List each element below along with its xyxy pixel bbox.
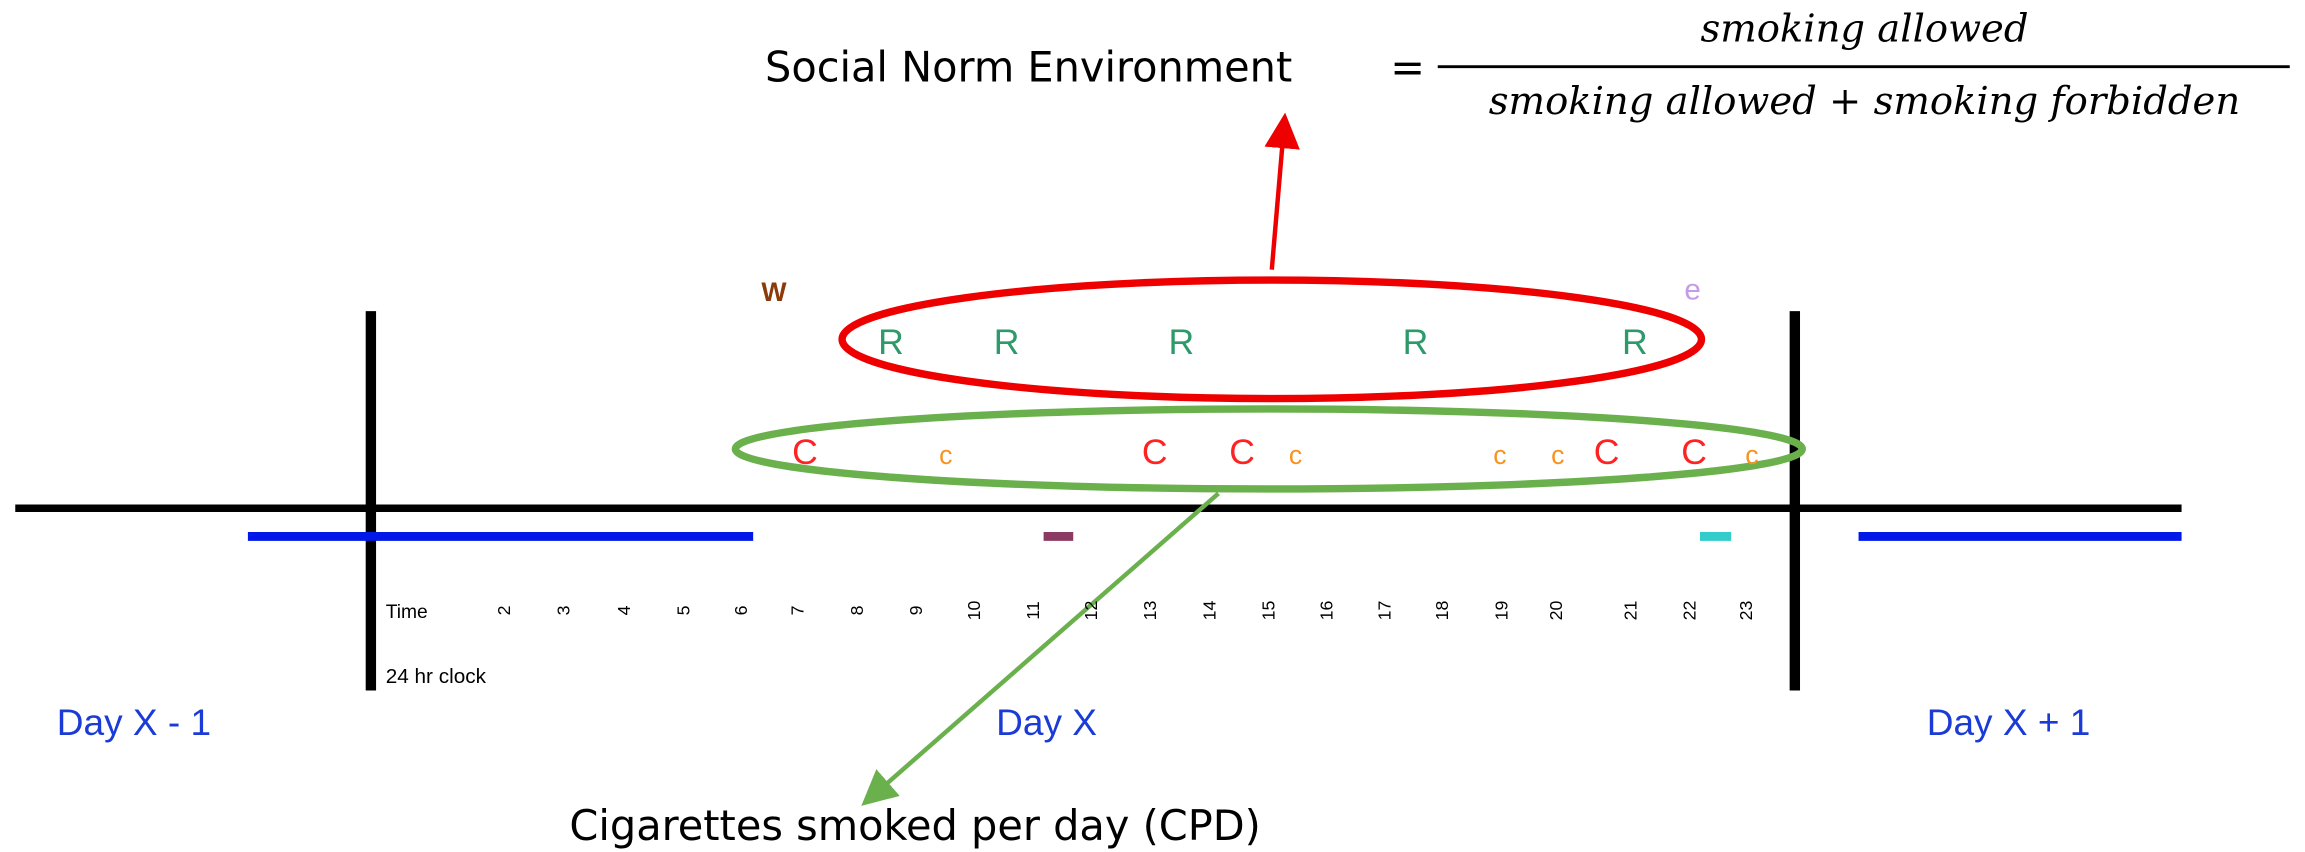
cigarette-marker: C <box>1229 432 1255 472</box>
hour-label: 15 <box>1259 600 1279 620</box>
hour-label: 4 <box>614 605 634 615</box>
hour-label: 5 <box>673 605 693 615</box>
hour-label: 8 <box>847 605 867 615</box>
cigarette-marker: c <box>1493 440 1506 470</box>
cigarette-marker: c <box>1745 440 1758 470</box>
cigarette-marker: c <box>1551 440 1564 470</box>
hour-label: 23 <box>1736 600 1756 620</box>
time-label: Time <box>386 602 428 623</box>
room-marker: R <box>878 322 904 362</box>
clock-label: 24 hr clock <box>386 665 487 688</box>
hour-label: 11 <box>1023 601 1043 620</box>
hour-label: 3 <box>553 605 573 615</box>
hour-label: 20 <box>1546 600 1566 620</box>
cigarette-marker: C <box>1142 432 1168 472</box>
room-marker: R <box>1403 322 1429 362</box>
day-label: Day X <box>996 701 1097 743</box>
room-marker: R <box>1622 322 1648 362</box>
wake-marker: W <box>761 277 787 307</box>
cigarette-marker: C <box>1681 432 1707 472</box>
cigarette-marker: c <box>939 440 952 470</box>
hour-label: 13 <box>1140 600 1160 620</box>
hour-label: 2 <box>494 606 514 616</box>
room-marker: R <box>994 322 1020 362</box>
hour-label: 9 <box>906 605 926 615</box>
cigarettes-ellipse <box>731 405 1806 493</box>
hour-label: 22 <box>1680 601 1700 621</box>
cigarette-marker: c <box>1289 440 1302 470</box>
hour-label: 6 <box>731 605 751 615</box>
arrow <box>861 491 1220 806</box>
hour-label: 21 <box>1620 600 1640 620</box>
hour-label: 14 <box>1199 600 1219 620</box>
day-label: Day X + 1 <box>1927 701 2091 743</box>
hour-label: 12 <box>1081 601 1101 621</box>
room-marker: R <box>1169 322 1195 362</box>
cigarette-marker: C <box>1594 432 1620 472</box>
hour-label: 10 <box>964 600 984 620</box>
hour-label: 19 <box>1491 600 1511 620</box>
caption: Cigarettes smoked per day (CPD) <box>569 801 1260 850</box>
day-label: Day X - 1 <box>57 701 211 743</box>
rooms-ellipse <box>838 276 1706 403</box>
formula-label: Social Norm Environment <box>765 42 1292 91</box>
arrow <box>1264 112 1300 270</box>
cigarette-marker: C <box>792 432 818 472</box>
formula-numerator: smoking allowed <box>1700 6 2028 51</box>
hour-label: 16 <box>1317 600 1337 620</box>
hour-label: 17 <box>1374 601 1394 621</box>
formula-denominator: smoking allowed + smoking forbidden <box>1489 79 2240 124</box>
hour-label: 18 <box>1432 600 1452 620</box>
end-marker: e <box>1684 273 1700 306</box>
hour-label: 7 <box>788 606 808 616</box>
formula-equals: = <box>1390 42 1425 91</box>
